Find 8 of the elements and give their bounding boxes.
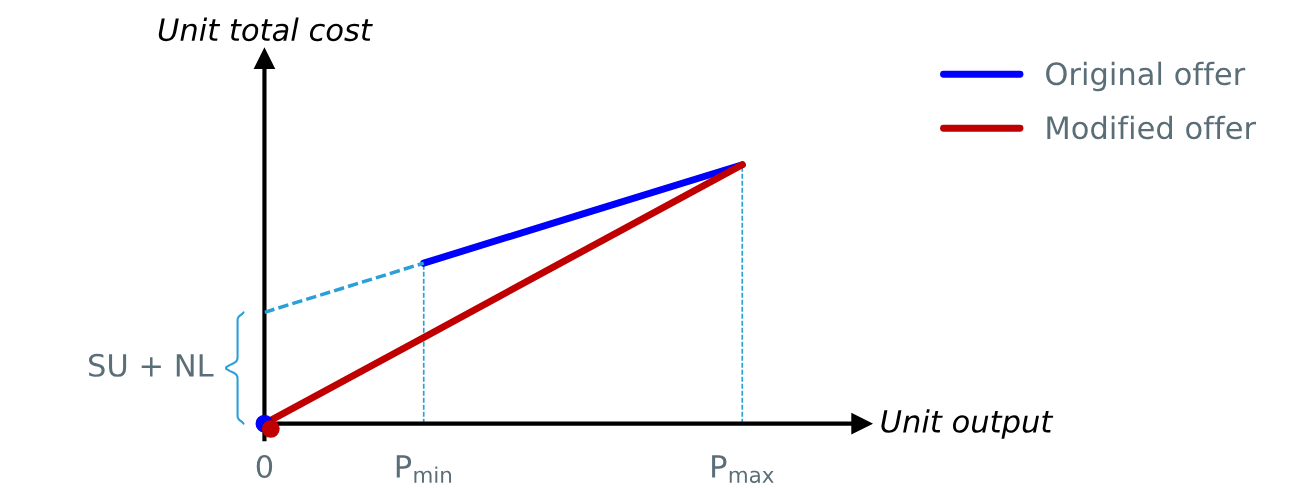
legend-label: Modified offer	[1047, 115, 1257, 140]
x-tick-label: P$_{min}$	[396, 455, 452, 483]
y-axis-title: Unit total cost	[158, 17, 373, 42]
text: SU + NL	[89, 353, 214, 377]
x-tick-label: P$_{max}$	[712, 455, 774, 483]
x-axis-title: Unit output	[881, 409, 1054, 439]
legend-label: Original offer	[1046, 61, 1246, 92]
x-tick-label: 0	[256, 454, 273, 479]
